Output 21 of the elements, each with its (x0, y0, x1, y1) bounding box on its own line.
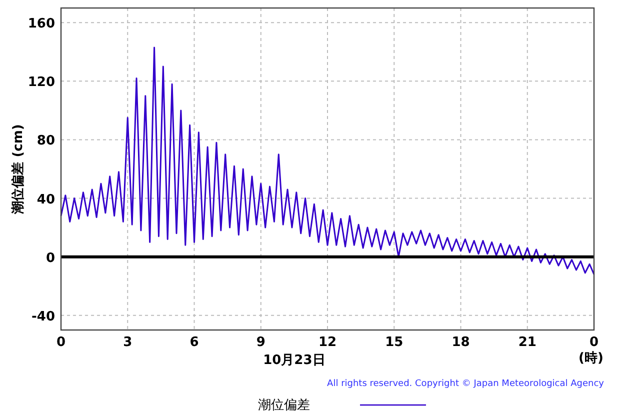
text: 潮位偏差 (258, 398, 310, 413)
y-tick-label: 120 (28, 75, 55, 90)
x-tick-label: 18 (452, 335, 470, 350)
y-axis-title: 潮位偏差 (cm) (11, 124, 26, 215)
x-tick-label: 3 (123, 335, 132, 350)
x-tick-label: 21 (518, 335, 536, 350)
line-series (60, 46, 595, 276)
x-tick-label: 0 (589, 335, 599, 350)
x-tick-label: 12 (318, 335, 337, 350)
y-tick-label: 40 (36, 192, 55, 208)
y-tick-label: 80 (36, 134, 55, 149)
y-tick-label: 0 (46, 250, 55, 266)
y-tick-label: 160 (28, 16, 55, 32)
x-tick-label: 6 (190, 335, 199, 350)
x-axis-title: 10月23日 (263, 353, 326, 368)
text: All rights reserved. Copyright © Japan Meteorological Agency (327, 379, 605, 389)
text: (時) (578, 351, 604, 366)
y-tick-label: -40 (32, 309, 55, 324)
x-tick-label: 9 (256, 335, 266, 350)
x-tick-label: 15 (385, 335, 404, 350)
x-tick-label: 0 (56, 335, 66, 350)
